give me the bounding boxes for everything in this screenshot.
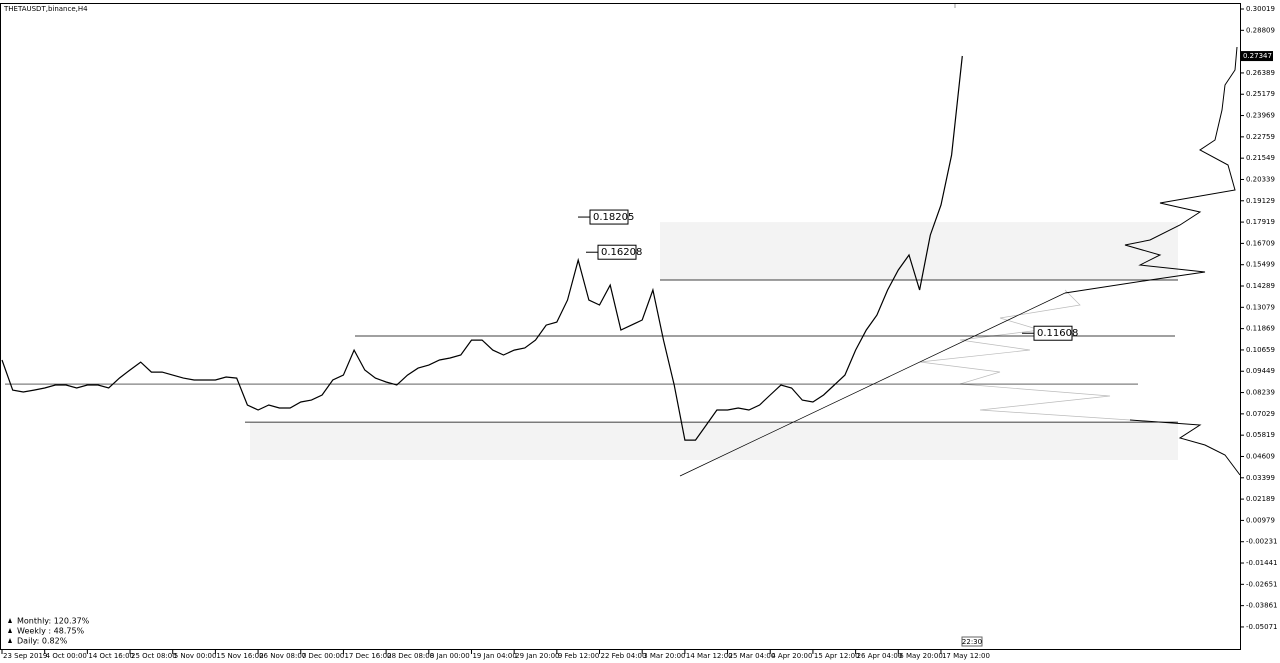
up-triangle [8,628,12,633]
y-tick-label: -0.01441 [1246,559,1277,567]
x-tick-label: 9 Feb 12:00 [558,652,599,660]
clock: 22:30 [962,638,982,646]
x-tick-label: 28 Dec 08:00 [387,652,434,660]
y-tick-label: 0.09449 [1246,367,1275,375]
y-tick-label: -0.02651 [1246,580,1277,588]
x-tick-label: 17 Dec 16:00 [344,652,391,660]
y-tick-label: 0.03399 [1246,474,1275,482]
x-tick-label: 3 Mar 20:00 [643,652,685,660]
y-tick-label: 0.28809 [1246,26,1275,34]
x-tick-label: 15 Nov 16:00 [216,652,263,660]
stat-weekly: Weekly : 48.75% [17,627,85,636]
x-tick-label: 25 Oct 08:00 [131,652,177,660]
x-tick-label: 19 Jan 04:00 [472,652,516,660]
y-tick-label: 0.05819 [1246,431,1275,439]
annotation-box [597,244,637,260]
y-tick-label: 0.17919 [1246,218,1275,226]
annotation-box [589,209,629,225]
y-tick-label: 0.20339 [1246,175,1275,183]
y-tick-label: 0.02189 [1246,495,1275,503]
chart-title: THETAUSDT,binance,H4 [3,5,88,13]
x-tick-label: 25 Mar 04:00 [729,652,776,660]
y-tick-label: -0.05071 [1246,623,1277,631]
y-tick-label: -0.00231 [1246,538,1277,546]
x-tick-label: 26 Nov 08:00 [259,652,306,660]
x-tick-label: 15 Apr 12:00 [814,652,860,660]
up-triangle [8,638,12,643]
y-tick-label: 0.08239 [1246,389,1275,397]
price-line [1,55,963,441]
y-tick-label: 0.25179 [1246,90,1275,98]
volume-profile-fill [919,289,1131,421]
x-tick-label: 17 May 12:00 [942,652,990,660]
y-tick-label: 0.13079 [1246,303,1275,311]
y-tick-label: 0.07029 [1246,410,1275,418]
y-tick-label: 0.16709 [1246,239,1275,247]
zone [660,222,1178,281]
zones [250,222,1178,460]
x-tick-label: 4 Apr 20:00 [771,652,812,660]
y-tick-label: 0.21549 [1246,154,1275,162]
stat-monthly: Monthly: 120.37% [17,617,90,626]
x-tick-label: 29 Jan 20:00 [515,652,559,660]
x-tick-label: 7 Dec 00:00 [302,652,345,660]
x-tick-label: 23 Sep 2019 [3,652,47,660]
y-tick-label: 0.22759 [1246,133,1275,141]
up-triangle [8,618,12,623]
y-tick-label: 0.30019 [1246,5,1275,13]
x-tick-label: 5 Nov 00:00 [174,652,217,660]
plot-frame [0,3,1241,650]
annotation-label: 0.18205 [593,212,634,223]
stats-icons [8,618,12,643]
current-price-label: 0.27347 [1243,52,1272,60]
x-tick-label: 6 May 20:00 [899,652,943,660]
y-tick-label: 0.26389 [1246,69,1275,77]
x-tick-label: 26 Apr 04:00 [857,652,903,660]
volume-profile [1064,46,1241,476]
y-tick-label: 0.10659 [1246,346,1275,354]
y-tick-label: 0.14289 [1246,282,1275,290]
y-tick-label: 0.04609 [1246,452,1275,460]
annotation-label: 0.16208 [601,247,642,258]
x-tick-label: 4 Oct 00:00 [46,652,87,660]
trend-line [679,292,1066,477]
y-tick-label: 0.15499 [1246,261,1275,269]
y-tick-label: 0.00979 [1246,516,1275,524]
annotation-label: 0.11608 [1037,328,1078,339]
stat-daily: Daily: 0.82% [17,637,68,646]
annotation-box [1033,325,1073,341]
clock-box [961,636,983,647]
x-tick-label: 22 Feb 04:00 [601,652,647,660]
y-tick-label: 0.11869 [1246,325,1275,333]
y-tick-label: 0.19129 [1246,197,1275,205]
current-price-box [1241,51,1273,62]
x-tick-label: 14 Oct 16:00 [88,652,134,660]
zone [250,422,1178,460]
x-tick-label: 14 Mar 12:00 [686,652,733,660]
y-tick-label: -0.03861 [1246,602,1277,610]
y-tick-label: 0.23969 [1246,112,1275,120]
x-tick-label: 8 Jan 00:00 [430,652,470,660]
